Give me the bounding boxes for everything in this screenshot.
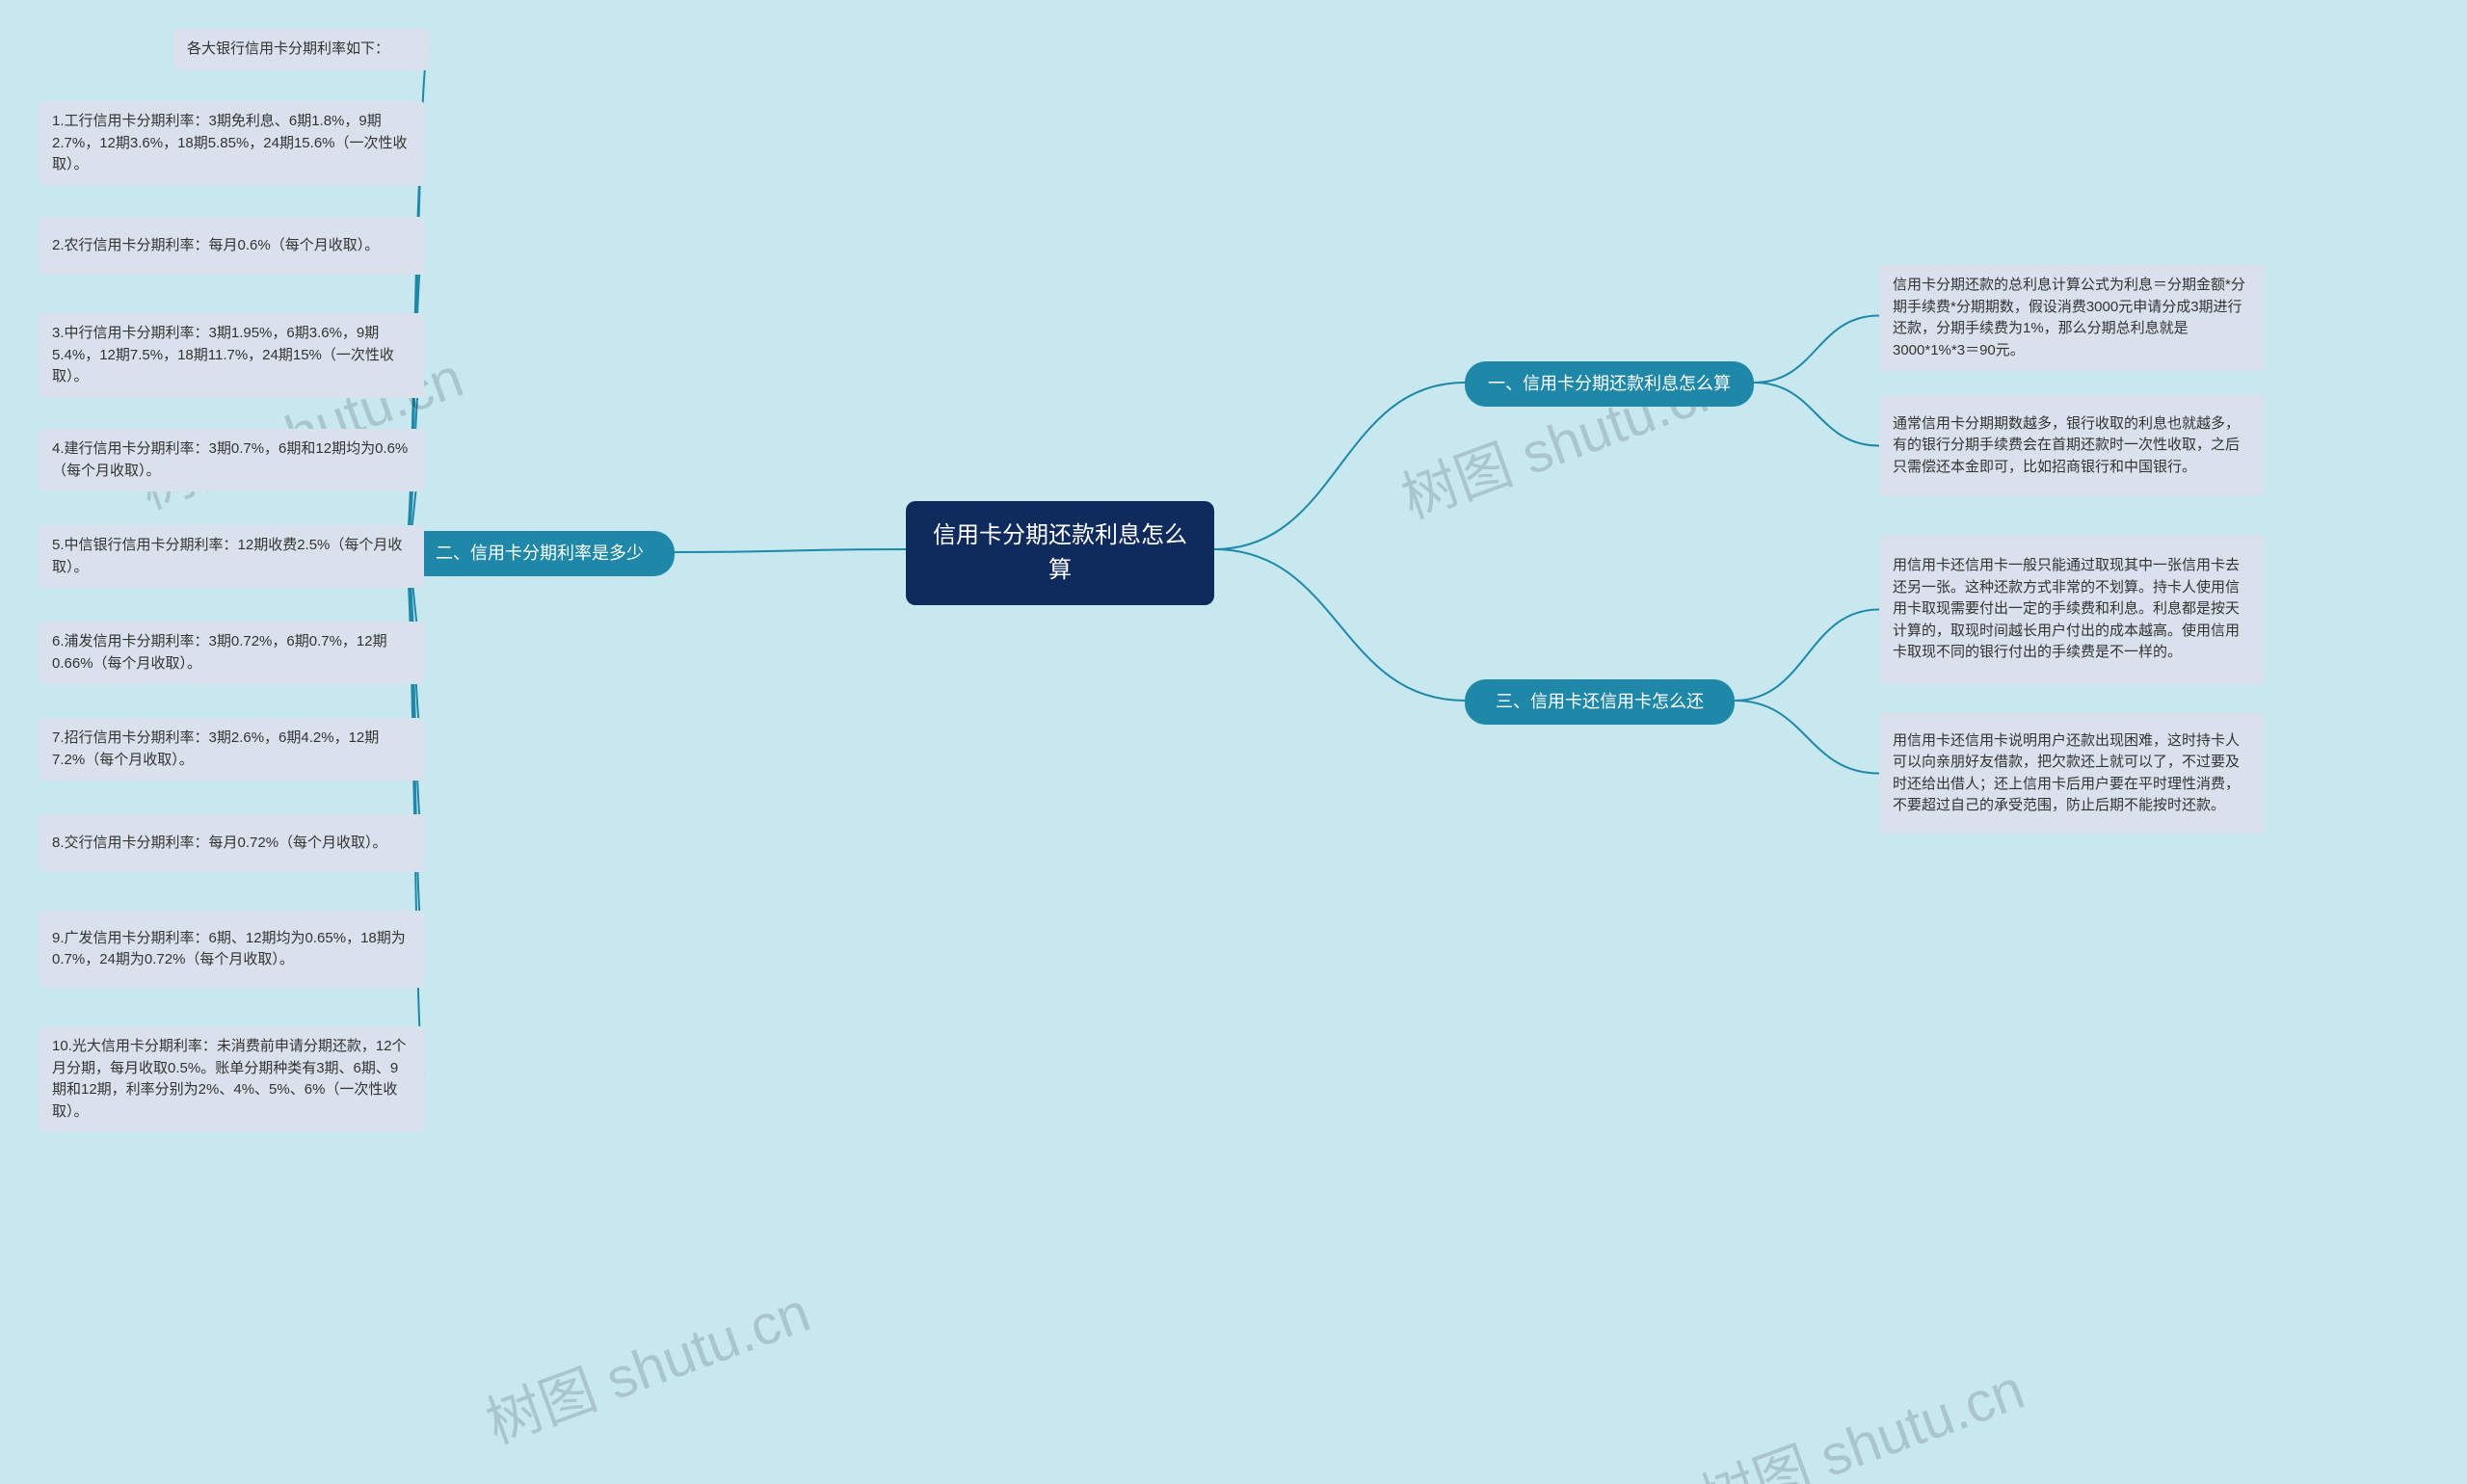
watermark: 树图 shutu.cn bbox=[1687, 1344, 2033, 1484]
center-node: 信用卡分期还款利息怎么算 bbox=[906, 501, 1214, 605]
leaf-b2-7: 7.招行信用卡分期利率：3期2.6%，6期4.2%，12期7.2%（每个月收取）… bbox=[39, 718, 424, 781]
leaf-b2-6: 6.浦发信用卡分期利率：3期0.72%，6期0.7%，12期0.66%（每个月收… bbox=[39, 622, 424, 684]
leaf-b2-10: 10.光大信用卡分期利率：未消费前申请分期还款，12个月分期，每月收取0.5%。… bbox=[39, 1026, 424, 1132]
leaf-b2-2: 2.农行信用卡分期利率：每月0.6%（每个月收取）。 bbox=[39, 217, 424, 275]
leaf-b2-5: 5.中信银行信用卡分期利率：12期收费2.5%（每个月收取）。 bbox=[39, 525, 424, 588]
leaf-b1-0: 信用卡分期还款的总利息计算公式为利息＝分期金额*分期手续费*分期期数，假设消费3… bbox=[1879, 265, 2265, 371]
leaf-b2-8: 8.交行信用卡分期利率：每月0.72%（每个月收取）。 bbox=[39, 814, 424, 872]
branch-b2: 二、信用卡分期利率是多少 bbox=[405, 531, 675, 576]
leaf-b2-9: 9.广发信用卡分期利率：6期、12期均为0.65%，18期为0.7%，24期为0… bbox=[39, 911, 424, 988]
leaf-b1-1: 通常信用卡分期期数越多，银行收取的利息也就越多，有的银行分期手续费会在首期还款时… bbox=[1879, 395, 2265, 496]
leaf-b3-1: 用信用卡还信用卡说明用户还款出现困难，这时持卡人可以向亲朋好友借款，把欠款还上就… bbox=[1879, 713, 2265, 834]
branch-b3: 三、信用卡还信用卡怎么还 bbox=[1465, 679, 1735, 725]
leaf-b3-0: 用信用卡还信用卡一般只能通过取现其中一张信用卡去还另一张。这种还款方式非常的不划… bbox=[1879, 535, 2265, 684]
leaf-b2-0: 各大银行信用卡分期利率如下： bbox=[173, 29, 429, 70]
watermark: 树图 shutu.cn bbox=[473, 1267, 819, 1459]
branch-b1: 一、信用卡分期还款利息怎么算 bbox=[1465, 361, 1754, 407]
mindmap-canvas: 树图 shutu.cn树图 shutu.cn树图 shutu.cn树图 shut… bbox=[0, 0, 2467, 1484]
leaf-b2-4: 4.建行信用卡分期利率：3期0.7%，6期和12期均为0.6%（每个月收取）。 bbox=[39, 429, 424, 491]
leaf-b2-1: 1.工行信用卡分期利率：3期免利息、6期1.8%，9期2.7%，12期3.6%，… bbox=[39, 101, 424, 186]
leaf-b2-3: 3.中行信用卡分期利率：3期1.95%，6期3.6%，9期5.4%，12期7.5… bbox=[39, 313, 424, 398]
